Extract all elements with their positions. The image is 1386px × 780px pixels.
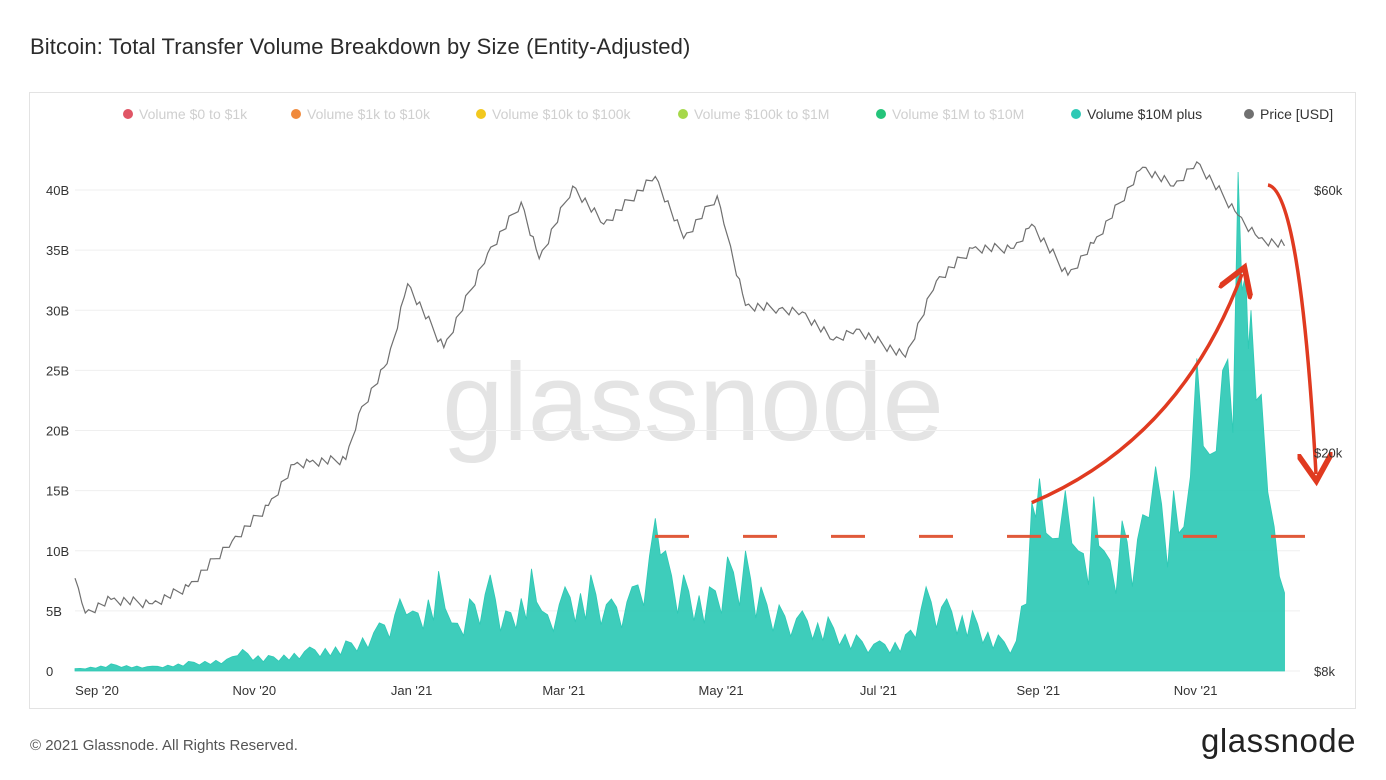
legend-dot-icon [291,109,301,119]
legend: Volume $0 to $1k Volume $1k to $10k Volume… [0,106,1386,124]
x-tick-label: May '21 [699,683,744,698]
footer-copyright: © 2021 Glassnode. All Rights Reserved. [30,737,298,754]
watermark-text: glassnode [442,341,944,464]
volume-area-series [74,171,1285,672]
legend-label: Price [USD] [1260,106,1334,122]
y2-tick-label: $20k [1314,445,1343,460]
legend-label: Volume $10k to $100k [492,106,631,122]
x-tick-label: Sep '20 [75,683,119,698]
legend-label: Volume $0 to $1k [139,106,248,122]
y-tick-label: 5B [46,604,62,619]
legend-dot-icon [876,109,886,119]
y-tick-label: 40B [46,183,69,198]
y2-tick-label: $60k [1314,183,1343,198]
rising-arrow [1031,274,1242,505]
x-tick-label: Sep '21 [1016,683,1060,698]
legend-dot-icon [1071,109,1081,119]
x-tick-label: Mar '21 [542,683,585,698]
y-tick-label: 20B [46,424,69,439]
legend-dot-icon [123,109,133,119]
legend-item-3[interactable]: Volume $10k to $100k [476,106,631,122]
legend-label: Volume $10M plus [1087,106,1203,122]
legend-label: Volume $1k to $10k [307,106,430,122]
x-tick-label: Jul '21 [860,683,897,698]
y-tick-label: 35B [46,243,69,258]
legend-item-4[interactable]: Volume $100k to $1M [678,106,829,122]
x-tick-label: Jan '21 [391,683,433,698]
x-tick-label: Nov '21 [1174,683,1218,698]
chart-title: Bitcoin: Total Transfer Volume Breakdown… [30,34,691,59]
y2-tick-label: $8k [1314,664,1335,679]
legend-item-2[interactable]: Volume $1k to $10k [291,106,430,122]
volume-area [74,171,1285,672]
y2-axis: $8k $20k $60k [1314,183,1343,679]
falling-arrow [1267,183,1316,474]
legend-label: Volume $100k to $1M [694,106,830,122]
legend-dot-icon [1244,109,1254,119]
legend-dot-icon [476,109,486,119]
y-tick-label: 10B [46,544,69,559]
y-tick-label: 0 [46,664,53,679]
legend-item-5[interactable]: Volume $1M to $10M [876,106,1024,122]
price-line [74,160,1286,615]
legend-item-7[interactable]: Price [USD] [1244,106,1333,122]
y-tick-label: 25B [46,363,69,378]
x-axis: Sep '20 Nov '20 Jan '21 Mar '21 May '21 Jul '… [75,683,1217,698]
legend-label: Volume $1M to $10M [892,106,1025,122]
y-tick-label: 15B [46,484,69,499]
chart-frame [29,92,1356,709]
y-axis: 0 5B 10B 15B 20B 25B 30B 35B 40B [46,183,69,679]
price-line-series [74,160,1286,615]
footer-logo: glassnode [1201,722,1356,759]
annotations [655,183,1322,538]
legend-item-1[interactable]: Volume $0 to $1k [123,106,247,122]
legend-dot-icon [678,109,688,119]
y-tick-label: 30B [46,303,69,318]
x-tick-label: Nov '20 [232,683,276,698]
legend-item-6[interactable]: Volume $10M plus [1071,106,1202,122]
